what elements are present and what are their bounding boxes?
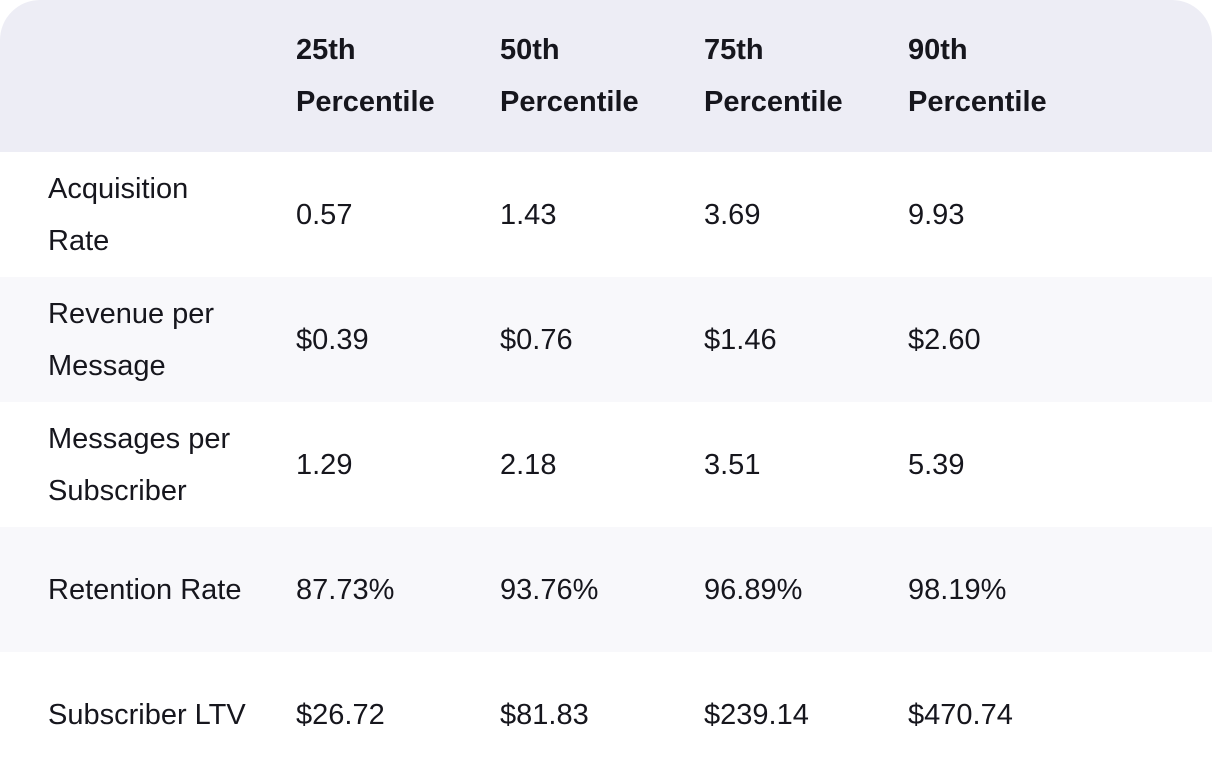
- value-cell: $1.46: [704, 314, 908, 366]
- value-cell: 1.43: [500, 189, 704, 241]
- table-row: Messages per Subscriber 1.29 2.18 3.51 5.39: [0, 402, 1212, 527]
- row-label-cell: Acquisition Rate: [0, 163, 296, 267]
- value-cell: 5.39: [908, 439, 1112, 491]
- value-cell: 3.51: [704, 439, 908, 491]
- cell-value: $81.83: [500, 698, 589, 731]
- value-cell: 0.57: [296, 189, 500, 241]
- cell-value: 87.73%: [296, 573, 395, 606]
- table-row: Retention Rate 87.73% 93.76% 96.89% 98.19%: [0, 527, 1212, 652]
- header-row: 25th Percentile 50th Percentile 75th Perce…: [0, 0, 1212, 152]
- value-cell: 1.29: [296, 439, 500, 491]
- cell-value: $26.72: [296, 698, 385, 731]
- cell-value: $470.74: [908, 698, 1013, 731]
- row-label: Messages per Subscriber: [48, 422, 231, 507]
- header-text: 25th Percentile: [296, 34, 435, 118]
- header-text: 50th Percentile: [500, 34, 639, 118]
- row-label-cell: Revenue per Message: [0, 288, 296, 392]
- cell-value: 0.57: [296, 198, 353, 231]
- row-label: Subscriber LTV: [48, 698, 246, 731]
- value-cell: 98.19%: [908, 564, 1112, 616]
- value-cell: 96.89%: [704, 564, 908, 616]
- header-cell: 90th Percentile: [908, 24, 1112, 128]
- cell-value: $2.60: [908, 323, 981, 356]
- value-cell: 87.73%: [296, 564, 500, 616]
- table-row: Subscriber LTV $26.72 $81.83 $239.14 $470.74: [0, 652, 1212, 777]
- table-row: Acquisition Rate 0.57 1.43 3.69 9.93: [0, 152, 1212, 277]
- table-body: Acquisition Rate 0.57 1.43 3.69 9.93 Revenue …: [0, 152, 1212, 777]
- cell-value: 96.89%: [704, 573, 803, 606]
- value-cell: $0.39: [296, 314, 500, 366]
- header-cell: 25th Percentile: [296, 24, 500, 128]
- cell-value: 3.69: [704, 198, 761, 231]
- cell-value: 9.93: [908, 198, 965, 231]
- row-label-cell: Retention Rate: [0, 564, 296, 616]
- cell-value: 1.43: [500, 198, 557, 231]
- row-label-cell: Subscriber LTV: [0, 689, 296, 741]
- value-cell: $2.60: [908, 314, 1112, 366]
- row-label: Revenue per Message: [48, 297, 215, 382]
- row-label: Acquisition Rate: [48, 172, 189, 257]
- row-label-cell: Messages per Subscriber: [0, 413, 296, 517]
- row-label: Retention Rate: [48, 573, 242, 606]
- value-cell: 93.76%: [500, 564, 704, 616]
- cell-value: 98.19%: [908, 573, 1007, 606]
- header-cell: 50th Percentile: [500, 24, 704, 128]
- cell-value: $0.76: [500, 323, 573, 356]
- cell-value: $239.14: [704, 698, 809, 731]
- cell-value: 93.76%: [500, 573, 599, 606]
- value-cell: $81.83: [500, 689, 704, 741]
- value-cell: $0.76: [500, 314, 704, 366]
- cell-value: $1.46: [704, 323, 777, 356]
- value-cell: 9.93: [908, 189, 1112, 241]
- value-cell: $239.14: [704, 689, 908, 741]
- cell-value: 3.51: [704, 448, 761, 481]
- header-text: 90th Percentile: [908, 34, 1047, 118]
- value-cell: $26.72: [296, 689, 500, 741]
- cell-value: 2.18: [500, 448, 557, 481]
- value-cell: 2.18: [500, 439, 704, 491]
- value-cell: $470.74: [908, 689, 1112, 741]
- header-cell: 75th Percentile: [704, 24, 908, 128]
- cell-value: $0.39: [296, 323, 369, 356]
- cell-value: 1.29: [296, 448, 353, 481]
- header-text: 75th Percentile: [704, 34, 843, 118]
- cell-value: 5.39: [908, 448, 965, 481]
- value-cell: 3.69: [704, 189, 908, 241]
- table-row: Revenue per Message $0.39 $0.76 $1.46 $2.60: [0, 277, 1212, 402]
